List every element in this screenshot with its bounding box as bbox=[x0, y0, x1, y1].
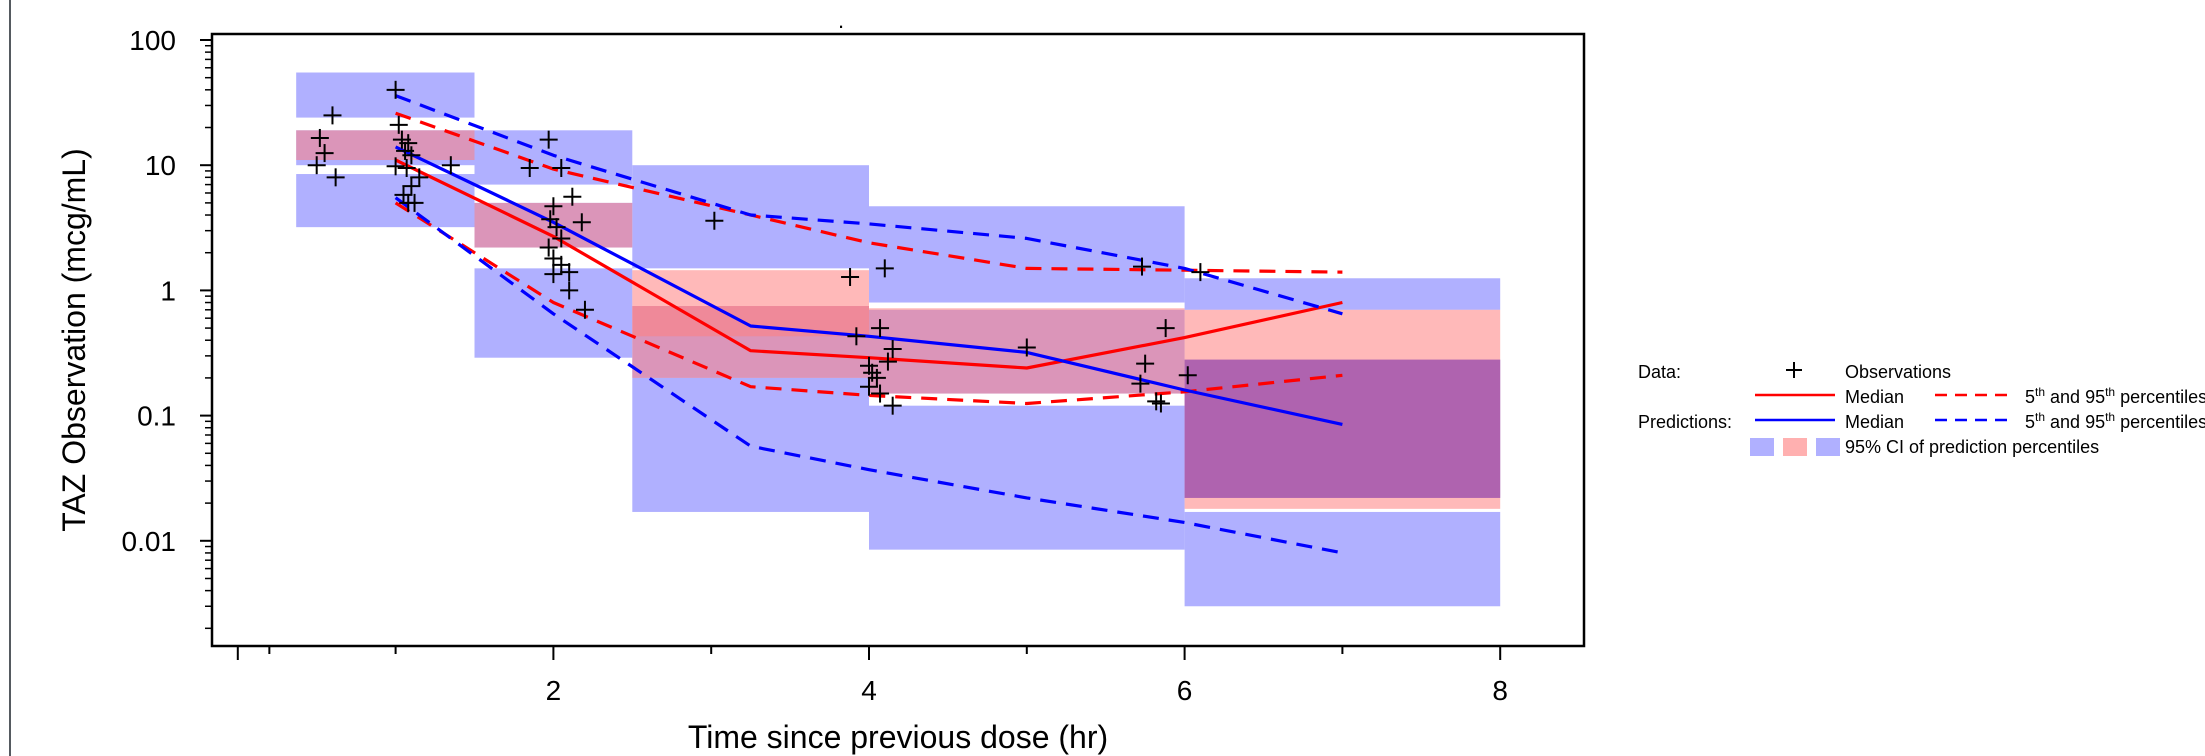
legend-data-median-label: Median bbox=[1845, 387, 1904, 407]
observation-point-12 bbox=[394, 185, 413, 204]
x-axis-title: Time since previous dose (hr) bbox=[688, 719, 1108, 755]
top-mark: . bbox=[838, 8, 844, 33]
y-axis: 100 10 1 0.1 0.01 bbox=[122, 25, 212, 630]
series-line-3 bbox=[394, 145, 1343, 426]
observation-point-18 bbox=[441, 156, 460, 175]
legend-observations-label: Observations bbox=[1845, 362, 1951, 382]
observation-point-21 bbox=[544, 197, 563, 216]
ci-overlap-dark-band bbox=[1184, 359, 1501, 498]
x-tick-label-3: 8 bbox=[1492, 675, 1508, 706]
window-left-border bbox=[0, 0, 11, 756]
observation-point-29 bbox=[563, 187, 582, 206]
pred-ci-p95-band-1 bbox=[474, 130, 633, 185]
observation-point-38 bbox=[847, 327, 866, 346]
y-tick-label-1: 10 bbox=[145, 150, 176, 181]
observation-point-28 bbox=[560, 263, 579, 282]
observation-point-54 bbox=[1156, 319, 1175, 338]
x-axis: 2 4 6 8 bbox=[236, 646, 1508, 706]
observation-point-34 bbox=[552, 158, 571, 177]
observations-layer bbox=[307, 80, 1210, 415]
observation-point-36 bbox=[841, 267, 860, 286]
y-tick-label-4: 0.01 bbox=[122, 526, 177, 557]
observation-point-11 bbox=[402, 146, 421, 165]
observation-point-17 bbox=[397, 158, 416, 177]
legend-data-pct-label: 5th and 95th percentiles bbox=[2025, 385, 2205, 407]
observation-point-39 bbox=[871, 319, 890, 338]
observation-point-31 bbox=[544, 265, 563, 284]
y-axis-title: TAZ Observation (mcg/mL) bbox=[56, 148, 92, 531]
observation-point-35 bbox=[705, 211, 724, 230]
x-tick-label-0: 2 bbox=[546, 675, 562, 706]
legend-ci-label: 95% CI of prediction percentiles bbox=[1845, 437, 2099, 457]
observation-point-25 bbox=[539, 238, 558, 257]
observation-point-5 bbox=[386, 80, 405, 99]
obs-ci-band-0 bbox=[296, 130, 475, 161]
observation-point-49 bbox=[1132, 257, 1151, 276]
pred-ci-p5-band-4 bbox=[1184, 511, 1501, 607]
x-tick-label-2: 6 bbox=[1177, 675, 1193, 706]
observation-point-2 bbox=[315, 144, 334, 163]
observation-point-46 bbox=[883, 340, 902, 359]
observation-point-48 bbox=[1017, 338, 1036, 357]
pred-ci-p95-band-0 bbox=[296, 72, 475, 118]
observation-point-52 bbox=[1147, 392, 1166, 411]
y-tick-label-2: 1 bbox=[160, 275, 176, 306]
observation-point-14 bbox=[405, 193, 424, 212]
pred-ci-p5-band-2 bbox=[632, 377, 869, 512]
observation-point-19 bbox=[520, 158, 539, 177]
observation-point-20 bbox=[539, 130, 558, 149]
y-tick-label-0: 100 bbox=[129, 25, 176, 56]
observation-point-50 bbox=[1131, 374, 1150, 393]
observation-point-53 bbox=[1151, 394, 1170, 413]
pred-ci-p5-band-0 bbox=[296, 174, 475, 228]
observation-point-45 bbox=[878, 352, 897, 371]
observation-point-56 bbox=[1191, 263, 1210, 282]
observation-point-1 bbox=[307, 156, 326, 175]
observation-point-3 bbox=[323, 106, 342, 125]
pred-ci-p95-band-2 bbox=[632, 165, 869, 269]
observation-point-24 bbox=[552, 229, 571, 248]
legend-predictions-label: Predictions: bbox=[1638, 412, 1732, 432]
observation-point-30 bbox=[572, 213, 591, 232]
observation-point-32 bbox=[560, 281, 579, 300]
legend: Data: Predictions: Observations Median 5… bbox=[1638, 362, 2205, 457]
legend-ci-swatch-blue bbox=[1750, 438, 1774, 456]
observation-point-42 bbox=[867, 368, 886, 387]
observation-point-33 bbox=[575, 300, 594, 319]
y-tick-label-3: 0.1 bbox=[137, 401, 176, 432]
observation-point-7 bbox=[389, 115, 408, 134]
series-line-5 bbox=[394, 196, 1343, 555]
pred-ci-p95-band-3 bbox=[869, 206, 1185, 303]
legend-ci-swatch-red bbox=[1783, 438, 1807, 456]
observation-point-15 bbox=[402, 177, 421, 196]
observation-point-0 bbox=[310, 128, 329, 147]
observation-point-43 bbox=[860, 377, 878, 396]
observation-point-27 bbox=[552, 255, 571, 274]
series-line-2 bbox=[394, 201, 1343, 406]
observation-point-44 bbox=[871, 384, 890, 403]
series-line-1 bbox=[395, 111, 1343, 274]
observation-point-37 bbox=[875, 259, 894, 278]
legend-pred-pct-label: 5th and 95th percentiles bbox=[2025, 410, 2205, 432]
observation-point-16 bbox=[410, 168, 429, 187]
legend-data-label: Data: bbox=[1638, 362, 1681, 382]
observation-point-55 bbox=[1178, 366, 1197, 385]
observation-point-10 bbox=[399, 134, 418, 153]
observation-point-6 bbox=[386, 157, 405, 176]
observation-point-51 bbox=[1136, 354, 1155, 373]
x-tick-label-1: 4 bbox=[861, 675, 877, 706]
series-line-4 bbox=[395, 94, 1343, 316]
legend-pred-median-label: Median bbox=[1845, 412, 1904, 432]
observation-point-4 bbox=[326, 168, 345, 187]
observation-point-23 bbox=[547, 218, 566, 237]
legend-ci-swatch-blue-2 bbox=[1816, 438, 1840, 456]
observation-point-47 bbox=[883, 396, 902, 415]
